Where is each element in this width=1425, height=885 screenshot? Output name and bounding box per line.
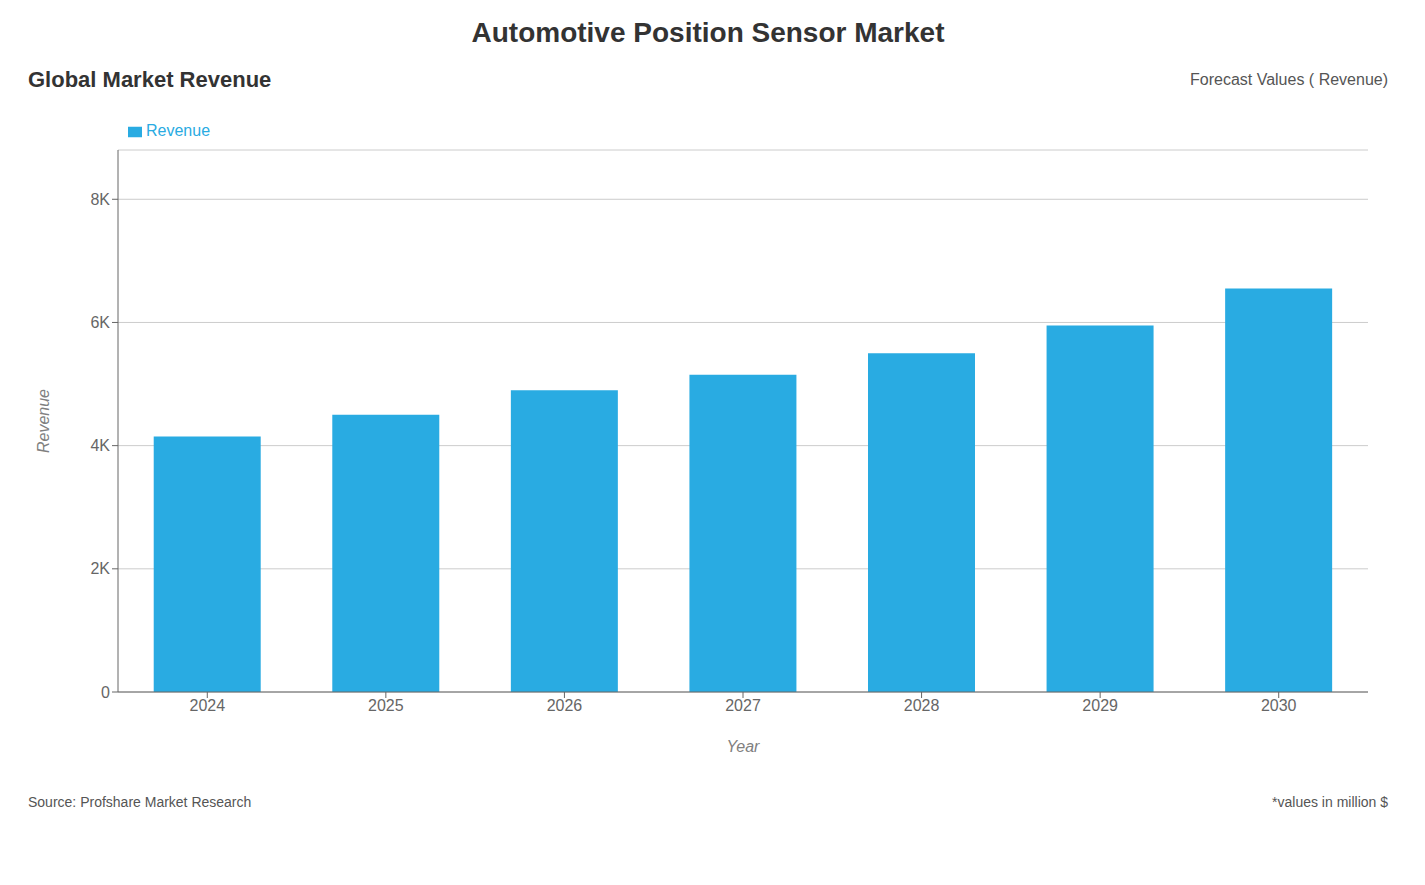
html-text:Revenue: Revenue [146, 122, 210, 139]
svg-text:2025: 2025 [368, 697, 404, 714]
svg-text:2K: 2K [90, 560, 110, 577]
svg-text:Year: Year [727, 738, 761, 755]
svg-text:2027: 2027 [725, 697, 761, 714]
html-text:Global Market Revenue: Global Market Revenue [28, 67, 272, 92]
svg-text:Revenue: Revenue [35, 389, 52, 453]
svg-text:4K: 4K [90, 437, 110, 454]
svg-text:2028: 2028 [904, 697, 940, 714]
html-text:Forecast Values ( Revenue): Forecast Values ( Revenue) [1190, 71, 1388, 88]
svg-text:2030: 2030 [1261, 697, 1297, 714]
html-text:*values in million $: *values in million $ [1272, 794, 1388, 810]
svg-text:0: 0 [101, 684, 110, 701]
html-text:Source: Profshare Market Resea: Source: Profshare Market Research [28, 794, 252, 810]
svg-text:2024: 2024 [189, 697, 225, 714]
svg-text:2026: 2026 [547, 697, 583, 714]
svg-text:6K: 6K [90, 314, 110, 331]
svg-text:2029: 2029 [1082, 697, 1118, 714]
svg-text:8K: 8K [90, 191, 110, 208]
html-text:Automotive Position Sensor Mar: Automotive Position Sensor Market [471, 17, 945, 48]
